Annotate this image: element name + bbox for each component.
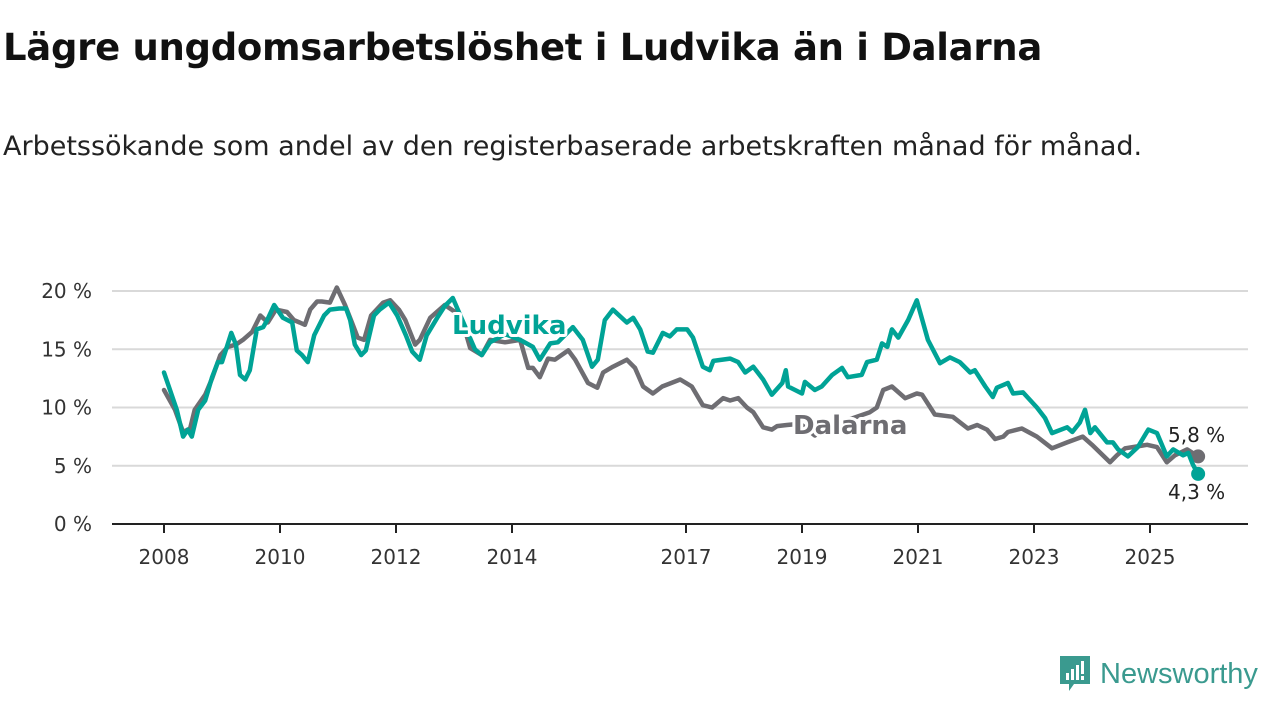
end-point-ludvika (1191, 466, 1206, 481)
y-tick-label: 15 % (41, 337, 92, 361)
y-tick-label: 0 % (54, 512, 92, 536)
x-tick-label: 2008 (139, 545, 190, 569)
chart-title: Lägre ungdomsarbetslöshet i Ludvika än i… (3, 26, 1042, 69)
x-tick-label: 2017 (661, 545, 712, 569)
series-label-ludvika: Ludvika (452, 311, 566, 341)
logo-text: Newsworthy (1100, 657, 1258, 690)
end-label-dalarna: 5,8 % (1168, 423, 1225, 447)
y-axis: 0 % 5 % 10 % 15 % 20 % (41, 279, 92, 536)
x-tick-label: 2010 (255, 545, 306, 569)
gridlines (112, 290, 1248, 467)
end-point-dalarna (1191, 449, 1206, 464)
y-tick-label: 20 % (41, 279, 92, 303)
series-label-dalarna: Dalarna (793, 411, 907, 441)
x-tick-label: 2012 (371, 545, 422, 569)
x-tick-label: 2021 (893, 545, 944, 569)
x-axis: 2008 2010 2012 2014 2017 2019 2021 2023 2025 (139, 524, 1176, 569)
x-tick-label: 2019 (777, 545, 828, 569)
end-label-ludvika: 4,3 % (1168, 480, 1225, 504)
series-line-dalarna (161, 285, 1201, 465)
series-lines (161, 285, 1206, 481)
y-tick-label: 5 % (54, 454, 92, 478)
newsworthy-logo: Newsworthy (1058, 654, 1258, 694)
newsworthy-logo-icon (1060, 656, 1090, 691)
chart-subtitle: Arbetssökande som andel av den registerb… (3, 131, 1143, 162)
x-tick-label: 2025 (1125, 545, 1176, 569)
y-tick-label: 10 % (41, 396, 92, 420)
x-tick-label: 2023 (1009, 545, 1060, 569)
x-tick-label: 2014 (487, 545, 538, 569)
series-line-ludvika (161, 295, 1201, 477)
